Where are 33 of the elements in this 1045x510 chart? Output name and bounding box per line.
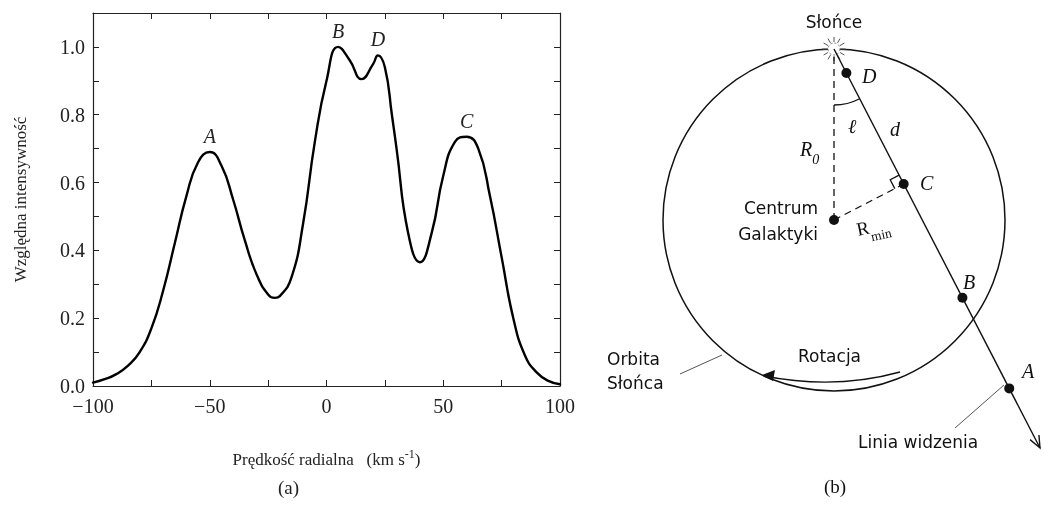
- text: Linia widzenia: [858, 432, 979, 452]
- text: D: [861, 65, 877, 87]
- y-tick-label: 0.2: [60, 307, 85, 330]
- text: Słońce: [805, 12, 863, 32]
- y-tick-label: 1.0: [60, 35, 85, 58]
- text: C: [920, 172, 934, 194]
- text: Orbita: [607, 349, 660, 369]
- annotation: A: [201, 125, 217, 148]
- text: Rotacja: [798, 346, 862, 366]
- y-tick-label: 0.8: [60, 103, 85, 126]
- text: Galaktyki: [738, 224, 818, 244]
- annotation: D: [369, 28, 386, 51]
- annotation: B: [332, 19, 345, 42]
- text: (b): [823, 476, 847, 498]
- text: ℓ: [848, 115, 857, 137]
- x-tick-label: 0: [321, 395, 332, 417]
- y-tick-label: 0.0: [60, 375, 85, 397]
- text: (a): [278, 477, 300, 499]
- text: Słońca: [607, 373, 664, 393]
- text: Centrum: [743, 198, 818, 218]
- text: R$_{min}$: [854, 216, 894, 244]
- text: A: [1020, 360, 1035, 382]
- text: d: [890, 118, 901, 140]
- text: B: [963, 271, 976, 293]
- y-tick-label: 0.6: [60, 171, 85, 194]
- y-axis-title: Względna intensywność: [11, 116, 30, 283]
- x-tick-label: −100: [72, 395, 114, 417]
- x-tick-label: 100: [545, 395, 575, 417]
- x-tick-label: 50: [433, 395, 454, 417]
- y-tick-label: 0.4: [60, 239, 85, 262]
- text: R$_{0}$: [799, 138, 820, 167]
- x-tick-label: −50: [194, 395, 226, 417]
- annotation: C: [459, 109, 474, 132]
